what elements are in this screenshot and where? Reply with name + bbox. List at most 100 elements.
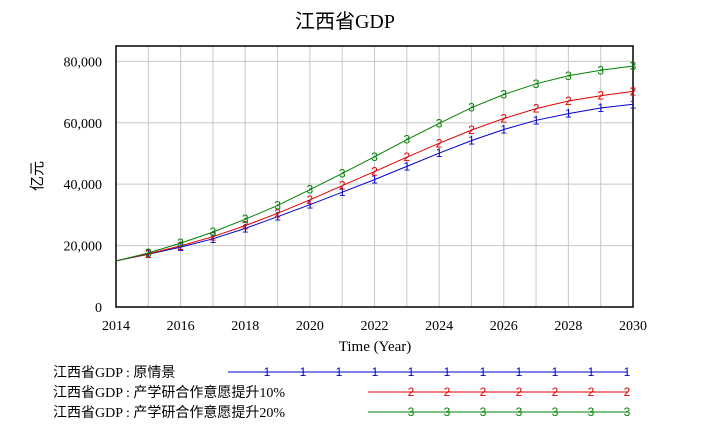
data-point: 3 (210, 225, 217, 239)
data-point: 2 (565, 94, 572, 108)
data-point: 2 (630, 84, 637, 98)
legend-marker: 3 (516, 405, 523, 419)
legend-marker: 3 (624, 405, 631, 419)
legend-marker: 1 (552, 365, 559, 379)
x-tick-label: 2028 (554, 319, 582, 334)
data-point: 3 (468, 101, 475, 115)
legend-marker: 1 (516, 365, 523, 379)
x-axis-ticks: 2014 2016 2018 2020 2022 2024 2026 2028 2030 (102, 319, 647, 334)
data-point: 3 (371, 150, 378, 164)
plot-area-border (115, 45, 634, 308)
legend-marker: 1 (408, 365, 415, 379)
data-point: 1 (597, 101, 604, 115)
x-tick-label: 2016 (167, 319, 195, 334)
data-point: 2 (307, 193, 314, 207)
data-point: 2 (533, 102, 540, 116)
series-line-2 (115, 90, 634, 262)
data-point: 1 (371, 173, 378, 187)
data-point: 2 (597, 89, 604, 103)
legend-marker: 2 (408, 385, 415, 399)
legend-marker: 1 (336, 365, 343, 379)
data-point: 2 (436, 136, 443, 150)
data-point: 3 (565, 69, 572, 83)
x-axis-label: Time (Year) (339, 339, 412, 355)
series-line-1 (115, 103, 634, 262)
legend-marker: 3 (480, 405, 487, 419)
y-tick-label: 20,000 (64, 240, 103, 255)
data-point: 1 (177, 240, 184, 254)
x-tick-label: 2014 (102, 319, 130, 334)
x-tick-label: 2018 (231, 319, 259, 334)
x-tick-label: 2022 (361, 319, 389, 334)
data-point: 1 (403, 159, 410, 173)
y-tick-label: 40,000 (64, 178, 103, 193)
data-point: 3 (436, 116, 443, 130)
chart-title: 江西省GDP (295, 10, 395, 33)
data-point: 3 (339, 166, 346, 180)
y-tick-label: 60,000 (64, 117, 103, 132)
data-point: 1 (339, 185, 346, 199)
legend-marker: 2 (624, 385, 631, 399)
data-point: 1 (307, 198, 314, 212)
series-line-3 (115, 65, 634, 262)
data-point: 2 (339, 179, 346, 193)
data-point: 3 (242, 212, 249, 226)
data-point: 2 (274, 206, 281, 220)
legend-marker: 2 (552, 385, 559, 399)
legend-marker: 2 (516, 385, 523, 399)
legend-marker: 3 (552, 405, 559, 419)
y-axis-label: 亿元 (29, 161, 46, 191)
data-point: 1 (436, 146, 443, 160)
y-tick-label: 80,000 (64, 55, 103, 70)
data-point: 2 (468, 123, 475, 137)
data-point: 1 (565, 107, 572, 121)
data-point: 1 (533, 113, 540, 127)
data-point: 2 (500, 111, 507, 125)
data-point: 2 (210, 230, 217, 244)
legend: 江西省GDP : 原情景 1 1 1 1 1 1 1 1 1 1 1 江西省GDP : 产学研合作意愿提… (53, 365, 631, 421)
data-point: 3 (307, 183, 314, 197)
data-point: 3 (533, 77, 540, 91)
legend-marker: 1 (480, 365, 487, 379)
x-tick-label: 2024 (425, 319, 453, 334)
data-point: 1 (242, 221, 249, 235)
legend-marker: 2 (480, 385, 487, 399)
data-point: 3 (630, 59, 637, 73)
data-point: 1 (274, 210, 281, 224)
data-point: 3 (177, 236, 184, 250)
legend-label-2: 江西省GDP : 产学研合作意愿提升10% (53, 384, 285, 401)
y-axis-ticks: 0 20,000 40,000 60,000 80,000 (64, 55, 103, 316)
data-point: 1 (210, 232, 217, 246)
legend-marker: 1 (624, 365, 631, 379)
legend-marker: 1 (300, 365, 307, 379)
data-point: 3 (403, 133, 410, 147)
legend-marker: 1 (372, 365, 379, 379)
legend-marker: 2 (588, 385, 595, 399)
data-point: 3 (145, 246, 152, 260)
legend-marker: 1 (264, 365, 271, 379)
grid (116, 46, 633, 307)
x-tick-label: 2026 (490, 319, 518, 334)
x-tick-label: 2020 (296, 319, 324, 334)
data-point: 1 (500, 123, 507, 137)
data-point: 1 (630, 97, 637, 111)
data-point: 2 (242, 219, 249, 233)
y-tick-label: 0 (95, 301, 102, 316)
data-point: 2 (403, 150, 410, 164)
legend-marker: 1 (588, 365, 595, 379)
legend-marker: 3 (444, 405, 451, 419)
data-point: 3 (274, 198, 281, 212)
legend-marker: 1 (444, 365, 451, 379)
data-point: 3 (500, 88, 507, 102)
data-point: 1 (468, 134, 475, 148)
legend-label-1: 江西省GDP : 原情景 (53, 365, 175, 381)
legend-marker: 2 (444, 385, 451, 399)
legend-marker: 3 (588, 405, 595, 419)
data-point: 2 (145, 247, 152, 261)
x-tick-label: 2030 (619, 319, 647, 334)
data-point: 2 (177, 239, 184, 253)
legend-marker: 3 (408, 405, 415, 419)
data-point: 3 (597, 63, 604, 77)
